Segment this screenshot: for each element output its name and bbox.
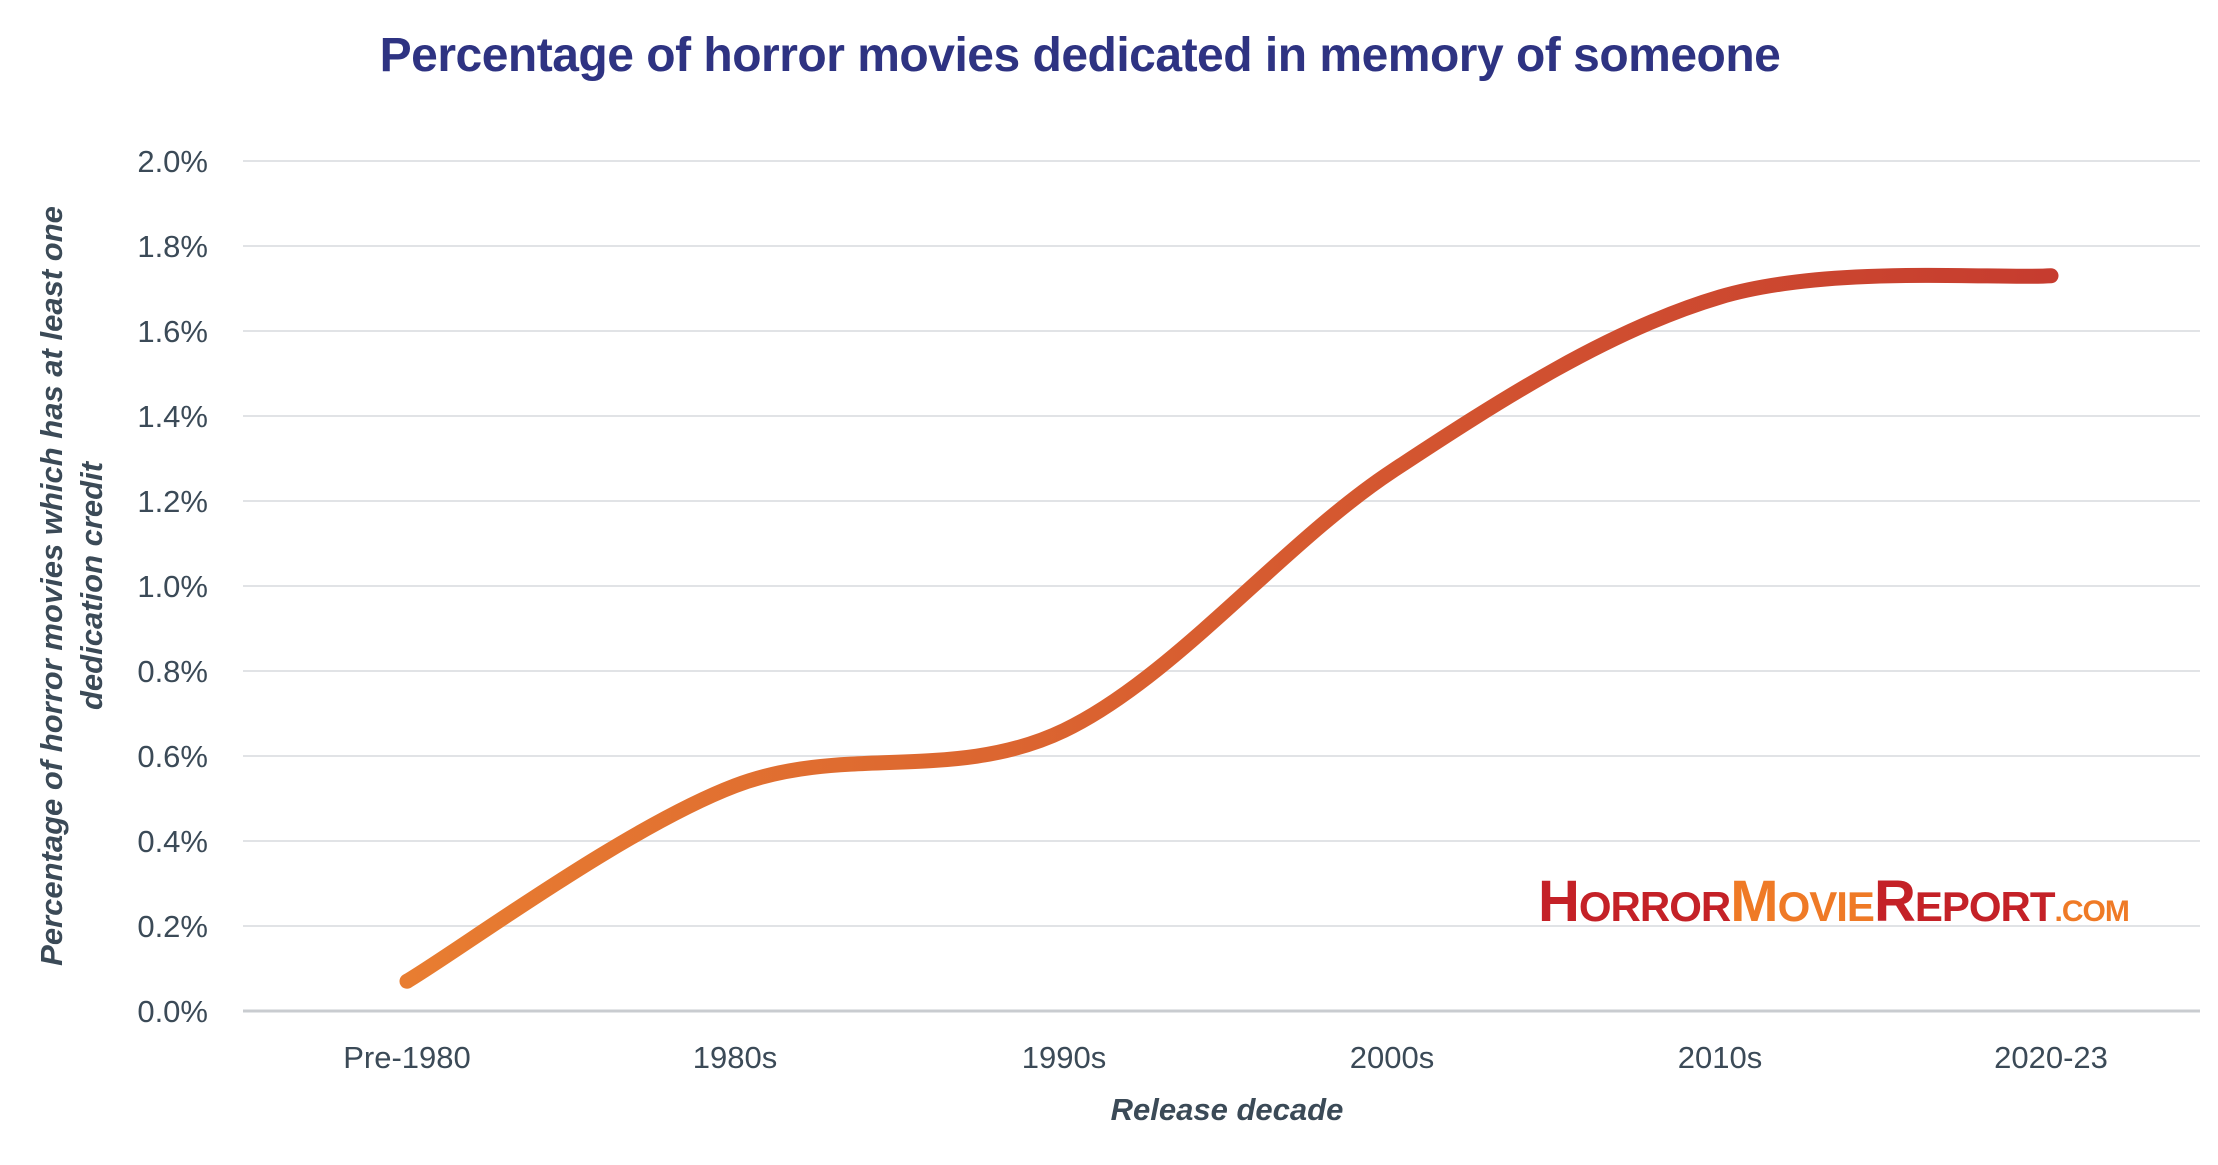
y-axis-label-line1: Percentage of horror movies which has at… [34,206,69,966]
y-tick-label: 0.2% [137,909,208,944]
y-tick-label: 0.0% [137,994,208,1029]
series-line [399,267,2059,989]
y-tick-label: 1.0% [137,569,208,604]
logo-text-part: ORROR [1578,883,1731,930]
logo-text-part: R [1873,869,1916,934]
y-tick-label: 1.2% [137,484,208,519]
y-tick-label: 0.4% [137,824,208,859]
y-tick-label: 1.6% [137,314,208,349]
logo-text-part: H [1538,869,1580,934]
x-tick-label: Pre-1980 [343,1040,471,1075]
logo-text-part: .COM [2054,895,2130,928]
horror-movie-report-logo: HORRORMOVIEREPORT.COM [1538,868,2130,935]
x-axis-label: Release decade [1111,1092,1344,1127]
y-tick-label: 2.0% [137,144,208,179]
chart-title: Percentage of horror movies dedicated in… [379,29,1781,82]
logo-text-part: EPORT [1914,883,2056,930]
y-tick-label: 0.8% [137,654,208,689]
x-tick-label: 2010s [1678,1040,1762,1075]
x-tick-label: 1990s [1022,1040,1106,1075]
y-tick-label: 1.4% [137,399,208,434]
y-axis-label-line2: dedication credit [74,460,109,710]
logo-text-part: M [1730,869,1778,934]
logo-text-part: OVIE [1777,883,1875,930]
x-tick-label: 1980s [693,1040,777,1075]
x-tick-label: 2020-23 [1994,1040,2108,1075]
y-tick-label: 1.8% [137,229,208,264]
x-tick-label: 2000s [1350,1040,1434,1075]
y-tick-label: 0.6% [137,739,208,774]
